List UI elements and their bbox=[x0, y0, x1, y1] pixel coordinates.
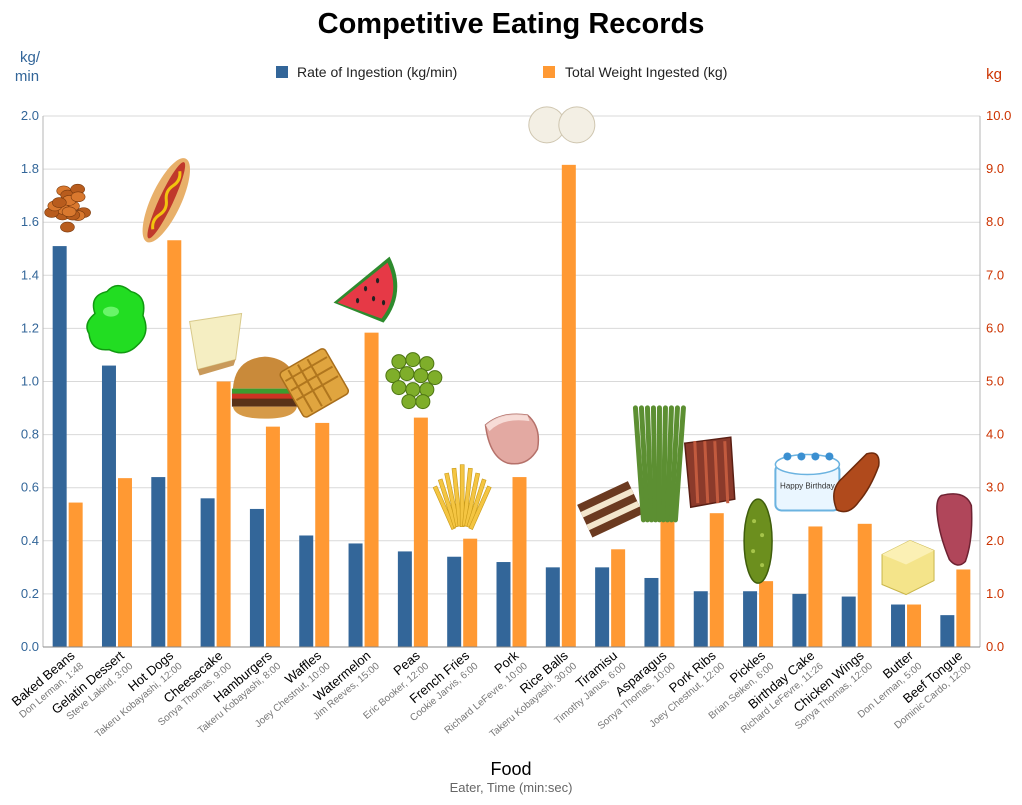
left-tick-label: 1.8 bbox=[21, 161, 39, 176]
pork-icon bbox=[484, 413, 540, 465]
left-tick-label: 0.6 bbox=[21, 480, 39, 495]
bar-rate bbox=[200, 498, 215, 647]
right-tick-label: 1.0 bbox=[986, 586, 1004, 601]
bar-weight bbox=[364, 332, 379, 647]
birthday-cake-icon: Happy Birthday bbox=[774, 452, 841, 512]
left-tick-label: 0.0 bbox=[21, 639, 39, 654]
left-axis-unit-line1: kg/ bbox=[20, 49, 41, 66]
bar-weight bbox=[907, 604, 922, 647]
cheesecake-icon bbox=[189, 312, 243, 376]
right-tick-label: 4.0 bbox=[986, 427, 1004, 442]
bar-weight bbox=[611, 549, 626, 647]
waffle-icon bbox=[279, 348, 350, 418]
bar-weight bbox=[956, 569, 971, 647]
asparagus-icon bbox=[632, 405, 686, 523]
bar-rate bbox=[101, 365, 116, 647]
bar-weight bbox=[463, 538, 478, 647]
bar-rate bbox=[792, 593, 807, 647]
right-tick-label: 9.0 bbox=[986, 161, 1004, 176]
right-tick-label: 10.0 bbox=[986, 108, 1011, 123]
legend: Rate of Ingestion (kg/min) Total Weight … bbox=[276, 64, 727, 80]
right-tick-label: 7.0 bbox=[986, 267, 1004, 282]
cake-text: Happy Birthday bbox=[780, 481, 835, 490]
bar-weight bbox=[117, 478, 132, 647]
beans-icon bbox=[44, 183, 91, 233]
bar-rate bbox=[496, 562, 511, 647]
bar-rate bbox=[644, 577, 659, 647]
hot-dog-icon bbox=[142, 158, 191, 243]
bar-rate bbox=[940, 615, 955, 647]
bar-weight bbox=[660, 507, 675, 647]
right-tick-label: 5.0 bbox=[986, 374, 1004, 389]
legend-swatch-weight bbox=[543, 66, 555, 78]
french-fries-icon bbox=[432, 464, 492, 530]
right-tick-label: 0.0 bbox=[986, 639, 1004, 654]
axes: 0.0 0.2 0.4 0.6 0.8 1.0 1.2 1.4 1.6 1.8 2.0 0.0 1.0 2… bbox=[21, 108, 1011, 654]
left-tick-label: 0.8 bbox=[21, 427, 39, 442]
right-tick-label: 8.0 bbox=[986, 214, 1004, 229]
bar-weight bbox=[68, 502, 83, 647]
left-tick-label: 0.4 bbox=[21, 533, 39, 548]
left-tick-label: 1.6 bbox=[21, 214, 39, 229]
bar-rate bbox=[891, 604, 906, 647]
bar-weight bbox=[167, 240, 182, 647]
right-tick-label: 6.0 bbox=[986, 320, 1004, 335]
bars bbox=[52, 164, 971, 648]
butter-icon bbox=[881, 539, 935, 596]
bar-weight bbox=[315, 422, 330, 647]
legend-swatch-rate bbox=[276, 66, 288, 78]
watermelon-icon bbox=[333, 256, 398, 323]
left-tick-label: 1.0 bbox=[21, 374, 39, 389]
x-axis-subtitle: Eater, Time (min:sec) bbox=[450, 780, 573, 795]
bar-rate bbox=[693, 591, 708, 647]
rice-balls-icon bbox=[528, 106, 596, 144]
legend-label-weight: Total Weight Ingested (kg) bbox=[565, 64, 727, 80]
bar-rate bbox=[545, 567, 560, 647]
left-tick-label: 1.4 bbox=[21, 267, 39, 282]
bar-rate bbox=[841, 596, 856, 647]
tiramisu-icon bbox=[577, 481, 644, 538]
bar-weight bbox=[561, 164, 576, 648]
left-tick-label: 1.2 bbox=[21, 320, 39, 335]
bar-weight bbox=[709, 513, 724, 647]
bar-weight bbox=[413, 417, 428, 647]
right-tick-label: 2.0 bbox=[986, 533, 1004, 548]
chart-title: Competitive Eating Records bbox=[318, 8, 705, 40]
bar-weight bbox=[216, 381, 231, 647]
left-axis-unit-line2: min bbox=[15, 68, 39, 85]
bar-weight bbox=[759, 581, 774, 647]
bar-rate bbox=[595, 567, 610, 647]
right-tick-label: 3.0 bbox=[986, 480, 1004, 495]
bar-rate bbox=[249, 508, 264, 647]
peas-icon bbox=[385, 352, 443, 410]
bar-weight bbox=[265, 426, 280, 647]
left-tick-label: 0.2 bbox=[21, 586, 39, 601]
bar-rate bbox=[299, 535, 314, 647]
beef-tongue-icon bbox=[936, 493, 973, 566]
left-tick-label: 2.0 bbox=[21, 108, 39, 123]
gelatin-icon bbox=[86, 284, 147, 354]
x-axis-title: Food bbox=[490, 759, 531, 779]
bar-rate bbox=[348, 543, 363, 647]
bar-rate bbox=[743, 591, 758, 647]
bar-rate bbox=[151, 477, 166, 647]
bar-weight bbox=[808, 526, 823, 647]
bar-weight bbox=[512, 477, 527, 647]
food-icons: Happy Birthday bbox=[44, 106, 973, 596]
pork-ribs-icon bbox=[683, 436, 736, 509]
bar-rate bbox=[397, 551, 412, 647]
chicken-wing-icon bbox=[833, 452, 880, 513]
right-axis-unit: kg bbox=[986, 66, 1002, 83]
bar-rate bbox=[447, 556, 462, 647]
hamburger-icon bbox=[231, 356, 298, 419]
bar-rate bbox=[52, 246, 67, 647]
bar-weight bbox=[857, 523, 872, 647]
pickle-icon bbox=[743, 498, 773, 584]
legend-label-rate: Rate of Ingestion (kg/min) bbox=[297, 64, 457, 80]
